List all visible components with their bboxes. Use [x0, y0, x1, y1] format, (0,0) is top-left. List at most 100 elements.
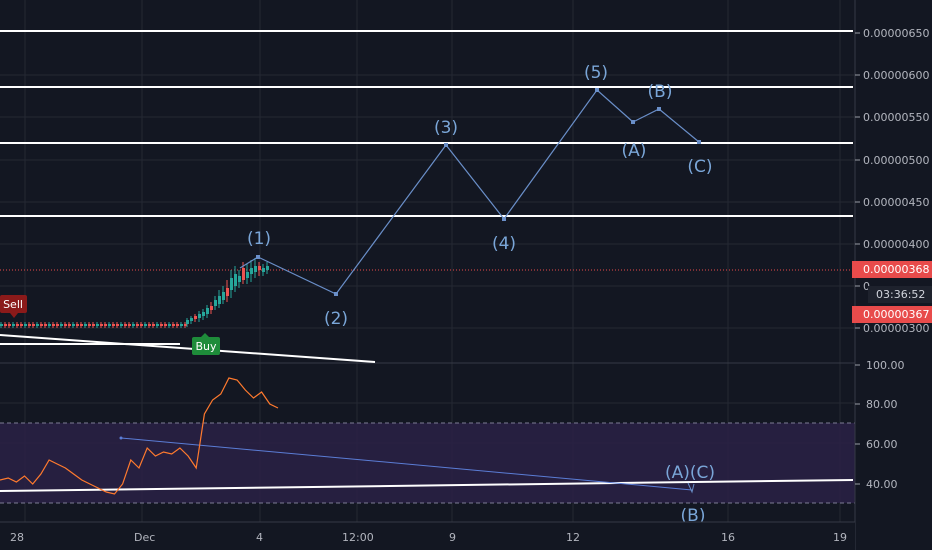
horizontal-levels[interactable] — [0, 30, 853, 217]
time-label-1200: 12:00 — [342, 531, 374, 544]
candle-body — [44, 324, 47, 326]
candle-body — [144, 324, 147, 326]
time-label-19: 19 — [833, 531, 847, 544]
price-label-400: 0.00000400 — [863, 238, 929, 251]
wave-label-1: (1) — [247, 229, 271, 249]
countdown-tag: 03:36:52 — [868, 286, 932, 303]
candle-body — [100, 324, 103, 326]
candle-body — [160, 324, 163, 326]
price-axis-ticks — [855, 32, 860, 329]
candle-body — [214, 300, 217, 306]
bid-price-tag: 0.00000367 — [852, 306, 932, 323]
bid-price-value: 0.00000367 — [863, 308, 929, 321]
wave-label-2: (2) — [324, 309, 348, 329]
time-label-dec: Dec — [134, 531, 155, 544]
candle-body — [218, 296, 221, 304]
price-label-600: 0.00000600 — [863, 69, 929, 82]
candle-body — [148, 324, 151, 326]
rsi-projection-start-point — [119, 436, 123, 440]
candle-body — [140, 324, 143, 326]
candle-body — [108, 324, 111, 326]
rsi-axis-ticks — [855, 364, 860, 485]
candle-body — [88, 324, 91, 326]
candle-body — [0, 324, 3, 326]
candle-body — [96, 324, 99, 326]
candle-body — [12, 324, 15, 326]
candle-body — [262, 268, 265, 272]
support-trendline[interactable] — [0, 334, 376, 363]
current-price-value: 0.00000368 — [863, 263, 929, 276]
time-label-12: 12 — [566, 531, 580, 544]
candle-body — [124, 324, 127, 326]
candle-body — [254, 266, 257, 272]
candle-body — [250, 268, 253, 274]
candle-body — [60, 324, 63, 326]
candle-body — [222, 292, 225, 300]
candle-body — [258, 266, 261, 270]
candle-body — [40, 324, 43, 326]
horizontal-grid — [0, 74, 855, 444]
time-label-28: 28 — [10, 531, 24, 544]
candle-body — [266, 266, 269, 270]
rsi-label-100: 100.00 — [866, 359, 905, 372]
candle-body — [156, 324, 159, 326]
candle-body — [136, 324, 139, 326]
candle-body — [8, 324, 11, 326]
buy-signal[interactable]: Buy — [192, 333, 220, 355]
rsi-wave-label-b: (B) — [681, 506, 706, 526]
candle-body — [206, 308, 209, 314]
price-label-500: 0.00000500 — [863, 154, 929, 167]
candle-body — [180, 324, 183, 326]
wave-vertices — [256, 88, 701, 296]
candle-body — [104, 324, 107, 326]
candle-body — [120, 324, 123, 326]
candle-body — [68, 324, 71, 326]
candle-body — [194, 316, 197, 319]
candle-body — [168, 324, 171, 326]
candle-body — [202, 312, 205, 316]
rsi-wave-arrow — [687, 482, 695, 494]
rsi-label-60: 60.00 — [866, 438, 898, 451]
candle-body — [72, 324, 75, 326]
wave-label-c: (C) — [687, 157, 712, 177]
candle-body — [32, 324, 35, 326]
candle-body — [164, 324, 167, 326]
wave-label-3: (3) — [434, 118, 458, 138]
candle-body — [176, 324, 179, 326]
rsi-projection-line[interactable] — [120, 437, 693, 491]
current-price-tag: 0.00000368 — [852, 261, 932, 278]
candle-body — [242, 268, 245, 280]
rsi-trendline[interactable] — [0, 479, 854, 492]
price-label-650: 0.00000650 — [863, 27, 929, 40]
rsi-label-40: 40.00 — [866, 478, 898, 491]
wave-label-b: (B) — [648, 82, 673, 102]
candle-body — [48, 324, 51, 326]
rsi-wave-label-ac: (A)(C) — [665, 463, 715, 483]
candle-body — [238, 276, 241, 282]
wave-start-segment — [239, 256, 259, 269]
candlesticks — [0, 258, 269, 328]
rsi-label-80: 80.00 — [866, 398, 898, 411]
candle-body — [28, 324, 31, 326]
candle-body — [246, 272, 249, 278]
sell-signal[interactable]: Sell — [0, 295, 27, 318]
candle-body — [186, 320, 189, 324]
candle-body — [64, 324, 67, 326]
elliott-wave-projection[interactable] — [257, 89, 700, 295]
candle-body — [190, 318, 193, 321]
candle-body — [112, 324, 115, 326]
candle-body — [36, 324, 39, 326]
candle-body — [52, 324, 55, 326]
candle-body — [84, 324, 87, 326]
candle-body — [20, 324, 23, 326]
candle-body — [80, 324, 83, 326]
time-axis[interactable] — [0, 522, 855, 550]
price-label-550: 0.00000550 — [863, 111, 929, 124]
wave-label-4: (4) — [492, 234, 516, 254]
rsi-line — [0, 377, 279, 495]
sell-signal-label: Sell — [3, 298, 23, 311]
candle-body — [92, 324, 95, 326]
time-label-16: 16 — [721, 531, 735, 544]
rsi-band — [0, 423, 855, 503]
